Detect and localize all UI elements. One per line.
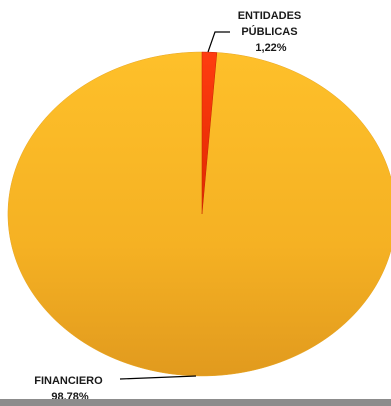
leader-line-entidades-publicas <box>207 31 230 53</box>
bottom-edge-bar <box>0 399 391 406</box>
pie-slice-entidades-publicas <box>201 51 218 215</box>
leader-line-financiero <box>119 375 197 380</box>
pie-slice-financiero <box>7 51 391 377</box>
label-entidades-publicas: ENTIDADES PÚBLICAS 1,22% <box>238 10 305 54</box>
